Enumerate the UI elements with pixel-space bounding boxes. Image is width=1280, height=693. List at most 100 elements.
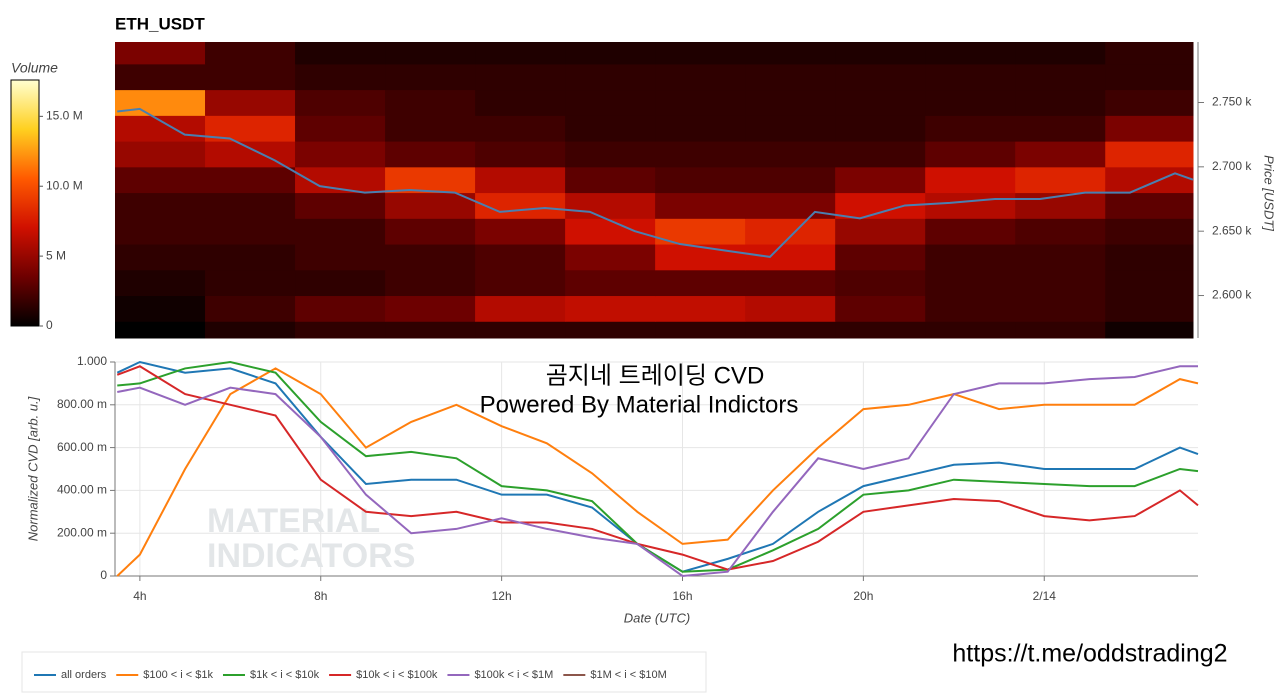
heat-cell (475, 42, 566, 65)
heat-cell (385, 115, 476, 142)
heat-cell (295, 192, 386, 219)
heat-cell (295, 269, 386, 297)
heat-cell (115, 89, 206, 116)
heat-cell (385, 141, 476, 168)
heat-cell (1015, 321, 1106, 339)
heat-cell (475, 63, 566, 91)
heat-cell (1015, 42, 1106, 65)
heat-cell (655, 89, 746, 116)
heat-cell (655, 63, 746, 91)
heat-cell (385, 269, 476, 297)
heat-cell (565, 63, 656, 91)
heat-cell (655, 141, 746, 168)
heat-cell (835, 321, 926, 339)
x-tick-label: 12h (492, 589, 512, 603)
heat-cell (745, 89, 836, 116)
heat-cell (655, 42, 746, 65)
heat-cell (475, 269, 566, 297)
heat-cell (115, 269, 206, 297)
heat-cell (655, 321, 746, 339)
heat-cell (745, 218, 836, 245)
heat-cell (115, 218, 206, 245)
heat-cell (295, 89, 386, 116)
colorbar-tick-label: 0 (46, 318, 53, 332)
heat-cell (475, 192, 566, 219)
heat-cell (565, 321, 656, 339)
heat-cell (835, 295, 926, 322)
y-tick-label: 400.00 m (57, 483, 107, 497)
annotation: 곰지네 트레이딩 CVD (546, 362, 765, 389)
colorbar-tick-label: 10.0 M (46, 178, 83, 192)
heat-cell (1105, 166, 1194, 194)
heat-cell (1015, 218, 1106, 245)
heat-cell (745, 192, 836, 219)
heat-cell (115, 166, 206, 194)
heat-cell (745, 115, 836, 142)
heat-cell (1105, 141, 1194, 168)
cvd-line (116, 365, 1199, 571)
url: https://t.me/oddstrading2 (952, 640, 1227, 668)
heat-cell (835, 115, 926, 142)
cvd-line (116, 367, 1199, 577)
cvd-line (117, 365, 1198, 578)
y-tick-label: 0 (100, 568, 107, 582)
legend-label: $100k < i < $1M (474, 669, 553, 681)
heat-cell (925, 218, 1016, 245)
heat-cell (565, 89, 656, 116)
heat-cell (745, 63, 836, 91)
heat-cell (205, 269, 296, 297)
heat-cell (925, 192, 1016, 219)
x-tick-label: 16h (672, 589, 692, 603)
heat-cell (205, 63, 296, 91)
cvd-line (117, 360, 1199, 573)
y-tick-label: 800.00 m (57, 397, 107, 411)
heat-cell (385, 63, 476, 91)
heat-cell (925, 42, 1016, 65)
y-tick-label: 2.650 k (1212, 223, 1252, 237)
heat-cell (475, 321, 566, 339)
legend-label: $100 < i < $1k (143, 669, 213, 681)
x-tick-label: 20h (853, 589, 873, 603)
heat-cell (835, 63, 926, 91)
heat-cell (1015, 89, 1106, 116)
heat-cell (1105, 63, 1194, 91)
heat-cell (565, 269, 656, 297)
heat-cell (565, 42, 656, 65)
heat-cell (835, 269, 926, 297)
heat-cell (835, 244, 926, 271)
heat-cell (745, 321, 836, 339)
heat-cell (565, 218, 656, 245)
price-line (117, 107, 1194, 258)
heat-cell (565, 141, 656, 168)
heat-cell (205, 42, 296, 65)
heat-cell (115, 295, 206, 322)
heat-cell (385, 166, 476, 194)
legend-label: $1M < i < $10M (590, 669, 666, 681)
heat-cell (655, 218, 746, 245)
heat-cell (565, 166, 656, 194)
heat-cell (385, 244, 476, 271)
heat-cell (475, 244, 566, 271)
heat-cell (835, 218, 926, 245)
heat-cell (1105, 269, 1194, 297)
heat-cell (565, 115, 656, 142)
colorbar-tick-label: 5 M (46, 248, 66, 262)
legend-box (21, 651, 707, 693)
heat-cell (745, 269, 836, 297)
heat-cell (745, 244, 836, 271)
legend-label: $10k < i < $100k (356, 669, 438, 681)
heat-cell (295, 244, 386, 271)
chart-title: ETH_USDT (115, 14, 205, 33)
heat-cell (205, 244, 296, 271)
heat-cell (1015, 166, 1106, 194)
heat-cell (385, 42, 476, 65)
heat-cell (655, 166, 746, 194)
heat-cell (205, 218, 296, 245)
heat-cell (925, 269, 1016, 297)
heat-cell (205, 166, 296, 194)
heat-cell (1015, 141, 1106, 168)
heat-cell (295, 295, 386, 322)
heat-cell (475, 218, 566, 245)
heat-cell (115, 115, 206, 142)
